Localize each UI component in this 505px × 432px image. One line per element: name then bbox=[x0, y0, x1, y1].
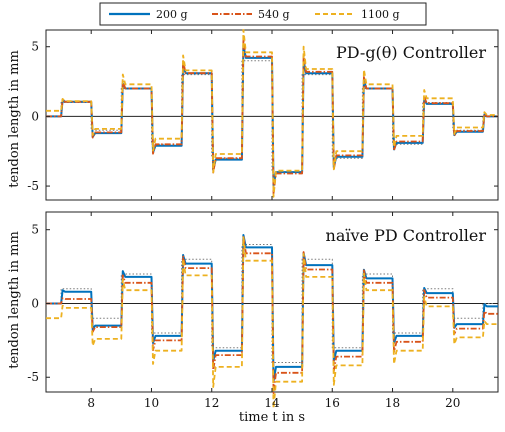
legend-label-1100g: 1100 g bbox=[361, 8, 400, 21]
panel-naive-pd: -5 0 5 8 10 12 14 16 18 20 naïve PD Controller t… bbox=[7, 211, 499, 410]
plot-area bbox=[45, 29, 499, 201]
y-tick-label: 5 bbox=[31, 223, 39, 237]
x-tick-label: 16 bbox=[325, 396, 340, 410]
y-ticks: -5 0 5 bbox=[27, 223, 39, 385]
x-tick-label: 12 bbox=[204, 396, 219, 410]
y-axis-label: tendon length in mm bbox=[7, 50, 22, 188]
panel-title: PD-g(θ) Controller bbox=[336, 43, 486, 62]
y-tick-label: -5 bbox=[27, 370, 39, 384]
y-ticks: -5 0 5 bbox=[27, 40, 39, 193]
legend-box bbox=[99, 2, 427, 26]
legend-label-540g: 540 g bbox=[258, 8, 290, 21]
y-tick-label: 0 bbox=[31, 296, 39, 310]
x-tick-label: 20 bbox=[445, 396, 460, 410]
panel-pd-g-theta: -5 0 5 PD-g(θ) Controller tendon length in… bbox=[7, 29, 499, 201]
x-tick-label: 8 bbox=[87, 396, 95, 410]
plot-area bbox=[45, 211, 499, 410]
panel-title: naïve PD Controller bbox=[326, 226, 487, 245]
legend-label-200g: 200 g bbox=[156, 8, 188, 21]
y-axis-label: tendon length in mm bbox=[7, 231, 22, 369]
y-tick-label: 0 bbox=[31, 109, 39, 123]
series-1100g bbox=[46, 236, 498, 410]
x-ticks: 8 10 12 14 16 18 20 bbox=[87, 396, 460, 410]
series-540g bbox=[46, 235, 498, 394]
x-tick-label: 14 bbox=[264, 396, 280, 410]
y-tick-label: -5 bbox=[27, 179, 39, 193]
x-axis-label: time t in s bbox=[239, 410, 305, 425]
x-tick-label: 10 bbox=[144, 396, 159, 410]
legend: 200 g 540 g 1100 g bbox=[99, 2, 427, 26]
y-tick-label: 5 bbox=[31, 40, 39, 54]
series-1100g bbox=[46, 29, 498, 198]
x-tick-label: 18 bbox=[385, 396, 400, 410]
